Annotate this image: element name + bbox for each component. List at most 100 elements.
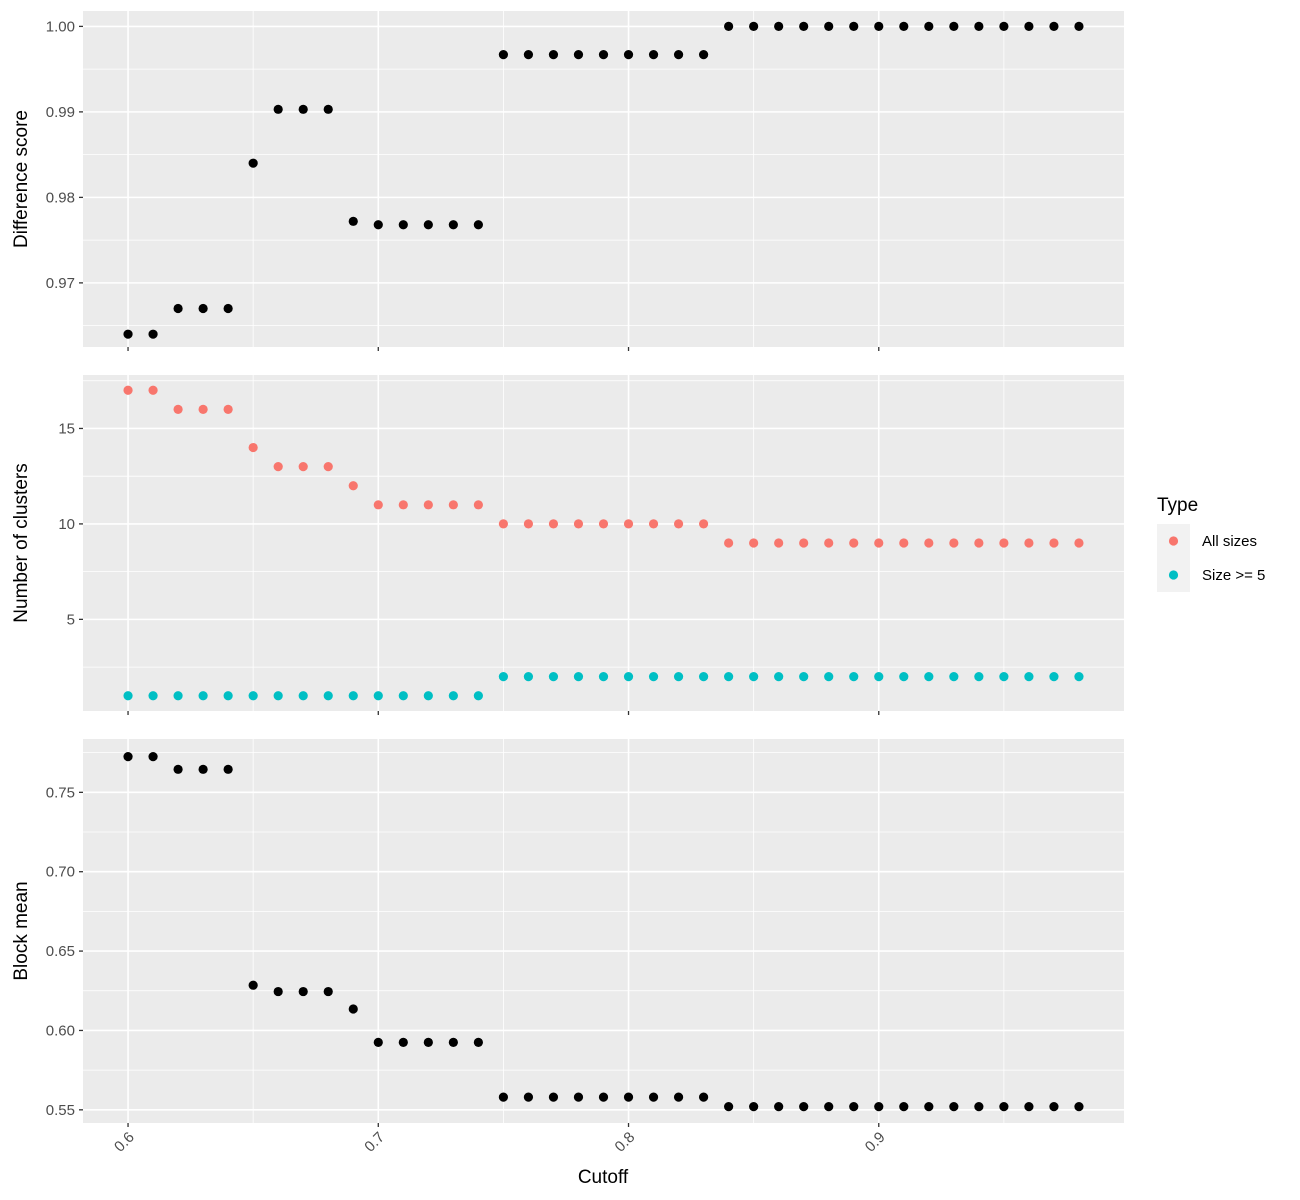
data-point — [148, 752, 158, 762]
data-point — [673, 519, 684, 529]
data-point — [548, 519, 559, 529]
data-point — [323, 986, 333, 997]
legend-title: Type — [1157, 495, 1198, 516]
data-point — [648, 1092, 659, 1102]
data-point — [874, 672, 884, 682]
data-point — [824, 672, 834, 682]
data-point — [974, 1102, 984, 1112]
data-point — [123, 691, 133, 701]
data-point — [698, 1092, 709, 1102]
panel-background — [83, 11, 1124, 347]
data-point — [373, 220, 383, 230]
data-point — [623, 672, 634, 682]
data-point — [749, 1102, 759, 1112]
data-point — [198, 691, 208, 701]
data-point — [598, 672, 609, 682]
y-tick-label: 0.70 — [46, 864, 75, 881]
data-point — [498, 672, 509, 682]
data-point — [273, 104, 283, 114]
y-tick-label: 0.98 — [46, 189, 75, 206]
data-point — [298, 462, 308, 472]
y-tick-label: 0.99 — [46, 104, 75, 121]
data-point — [598, 519, 609, 529]
data-point — [473, 220, 483, 230]
data-point — [273, 691, 283, 701]
data-point — [373, 1037, 383, 1047]
data-point — [974, 21, 984, 31]
data-point — [1024, 538, 1034, 548]
data-point — [673, 672, 684, 682]
data-point — [198, 764, 208, 774]
y-axis-title: Difference score — [11, 110, 32, 248]
data-point — [423, 691, 433, 701]
y-tick-label: 0.75 — [46, 784, 75, 801]
data-point — [473, 1037, 483, 1047]
data-point — [348, 216, 358, 226]
data-point — [824, 1102, 834, 1112]
legend-label: Size >= 5 — [1202, 567, 1265, 584]
data-point — [248, 691, 258, 701]
data-point — [824, 21, 834, 31]
data-point — [949, 1102, 959, 1112]
data-point — [598, 50, 609, 60]
legend-entry-all-sizes: All sizes — [1157, 524, 1257, 558]
data-point — [198, 404, 208, 414]
data-point — [924, 21, 934, 31]
y-tick-label: 10 — [58, 516, 75, 533]
data-point — [899, 538, 909, 548]
data-point — [448, 220, 458, 230]
panel-difference-score: 0.97 0.98 0.99 1.00 Difference score — [11, 11, 1124, 351]
x-axis-title: Cutoff — [578, 1167, 629, 1188]
data-point — [673, 50, 684, 60]
y-tick-label: 0.65 — [46, 943, 75, 960]
data-point — [523, 672, 534, 682]
data-point — [573, 672, 584, 682]
data-point — [799, 1102, 809, 1112]
series-block-mean — [123, 752, 1084, 1112]
data-point — [648, 672, 659, 682]
data-point — [899, 21, 909, 31]
data-point — [573, 1092, 584, 1102]
data-point — [999, 672, 1009, 682]
data-point — [398, 691, 408, 701]
data-point — [1049, 538, 1059, 548]
data-point — [623, 1092, 634, 1102]
data-point — [849, 538, 859, 548]
data-point — [298, 104, 308, 114]
data-point — [799, 538, 809, 548]
data-point — [123, 385, 133, 395]
data-point — [974, 538, 984, 548]
data-point — [799, 672, 809, 682]
data-point — [1074, 672, 1084, 682]
data-point — [1049, 672, 1059, 682]
data-point — [423, 1037, 433, 1047]
data-point — [949, 21, 959, 31]
data-point — [774, 672, 784, 682]
y-tick-label: 5 — [67, 611, 75, 628]
data-point — [473, 500, 483, 510]
data-point — [648, 50, 659, 60]
data-point — [348, 481, 358, 491]
data-point — [448, 691, 458, 701]
data-point — [724, 1102, 734, 1112]
y-axis-title: Block mean — [11, 881, 32, 980]
legend: Type All sizes Size >= 5 — [1157, 495, 1265, 592]
panel-number-of-clusters: 5 10 15 Number of clusters — [11, 375, 1124, 715]
data-point — [523, 50, 534, 60]
y-tick-label: 0.55 — [46, 1102, 75, 1119]
data-point — [148, 385, 158, 395]
data-point — [473, 691, 483, 701]
data-point — [348, 1004, 358, 1014]
y-tick-label: 1.00 — [46, 18, 75, 35]
data-point — [1049, 1102, 1059, 1112]
data-point — [924, 1102, 934, 1112]
data-point — [248, 442, 258, 453]
data-point — [448, 1037, 458, 1047]
data-point — [999, 538, 1009, 548]
data-point — [774, 538, 784, 548]
y-axis-title: Number of clusters — [11, 463, 32, 622]
data-point — [248, 980, 258, 990]
legend-entry-size-5: Size >= 5 — [1157, 558, 1265, 592]
panel-block-mean: 0.55 0.60 0.65 0.70 0.75 Block mean — [11, 739, 1124, 1127]
